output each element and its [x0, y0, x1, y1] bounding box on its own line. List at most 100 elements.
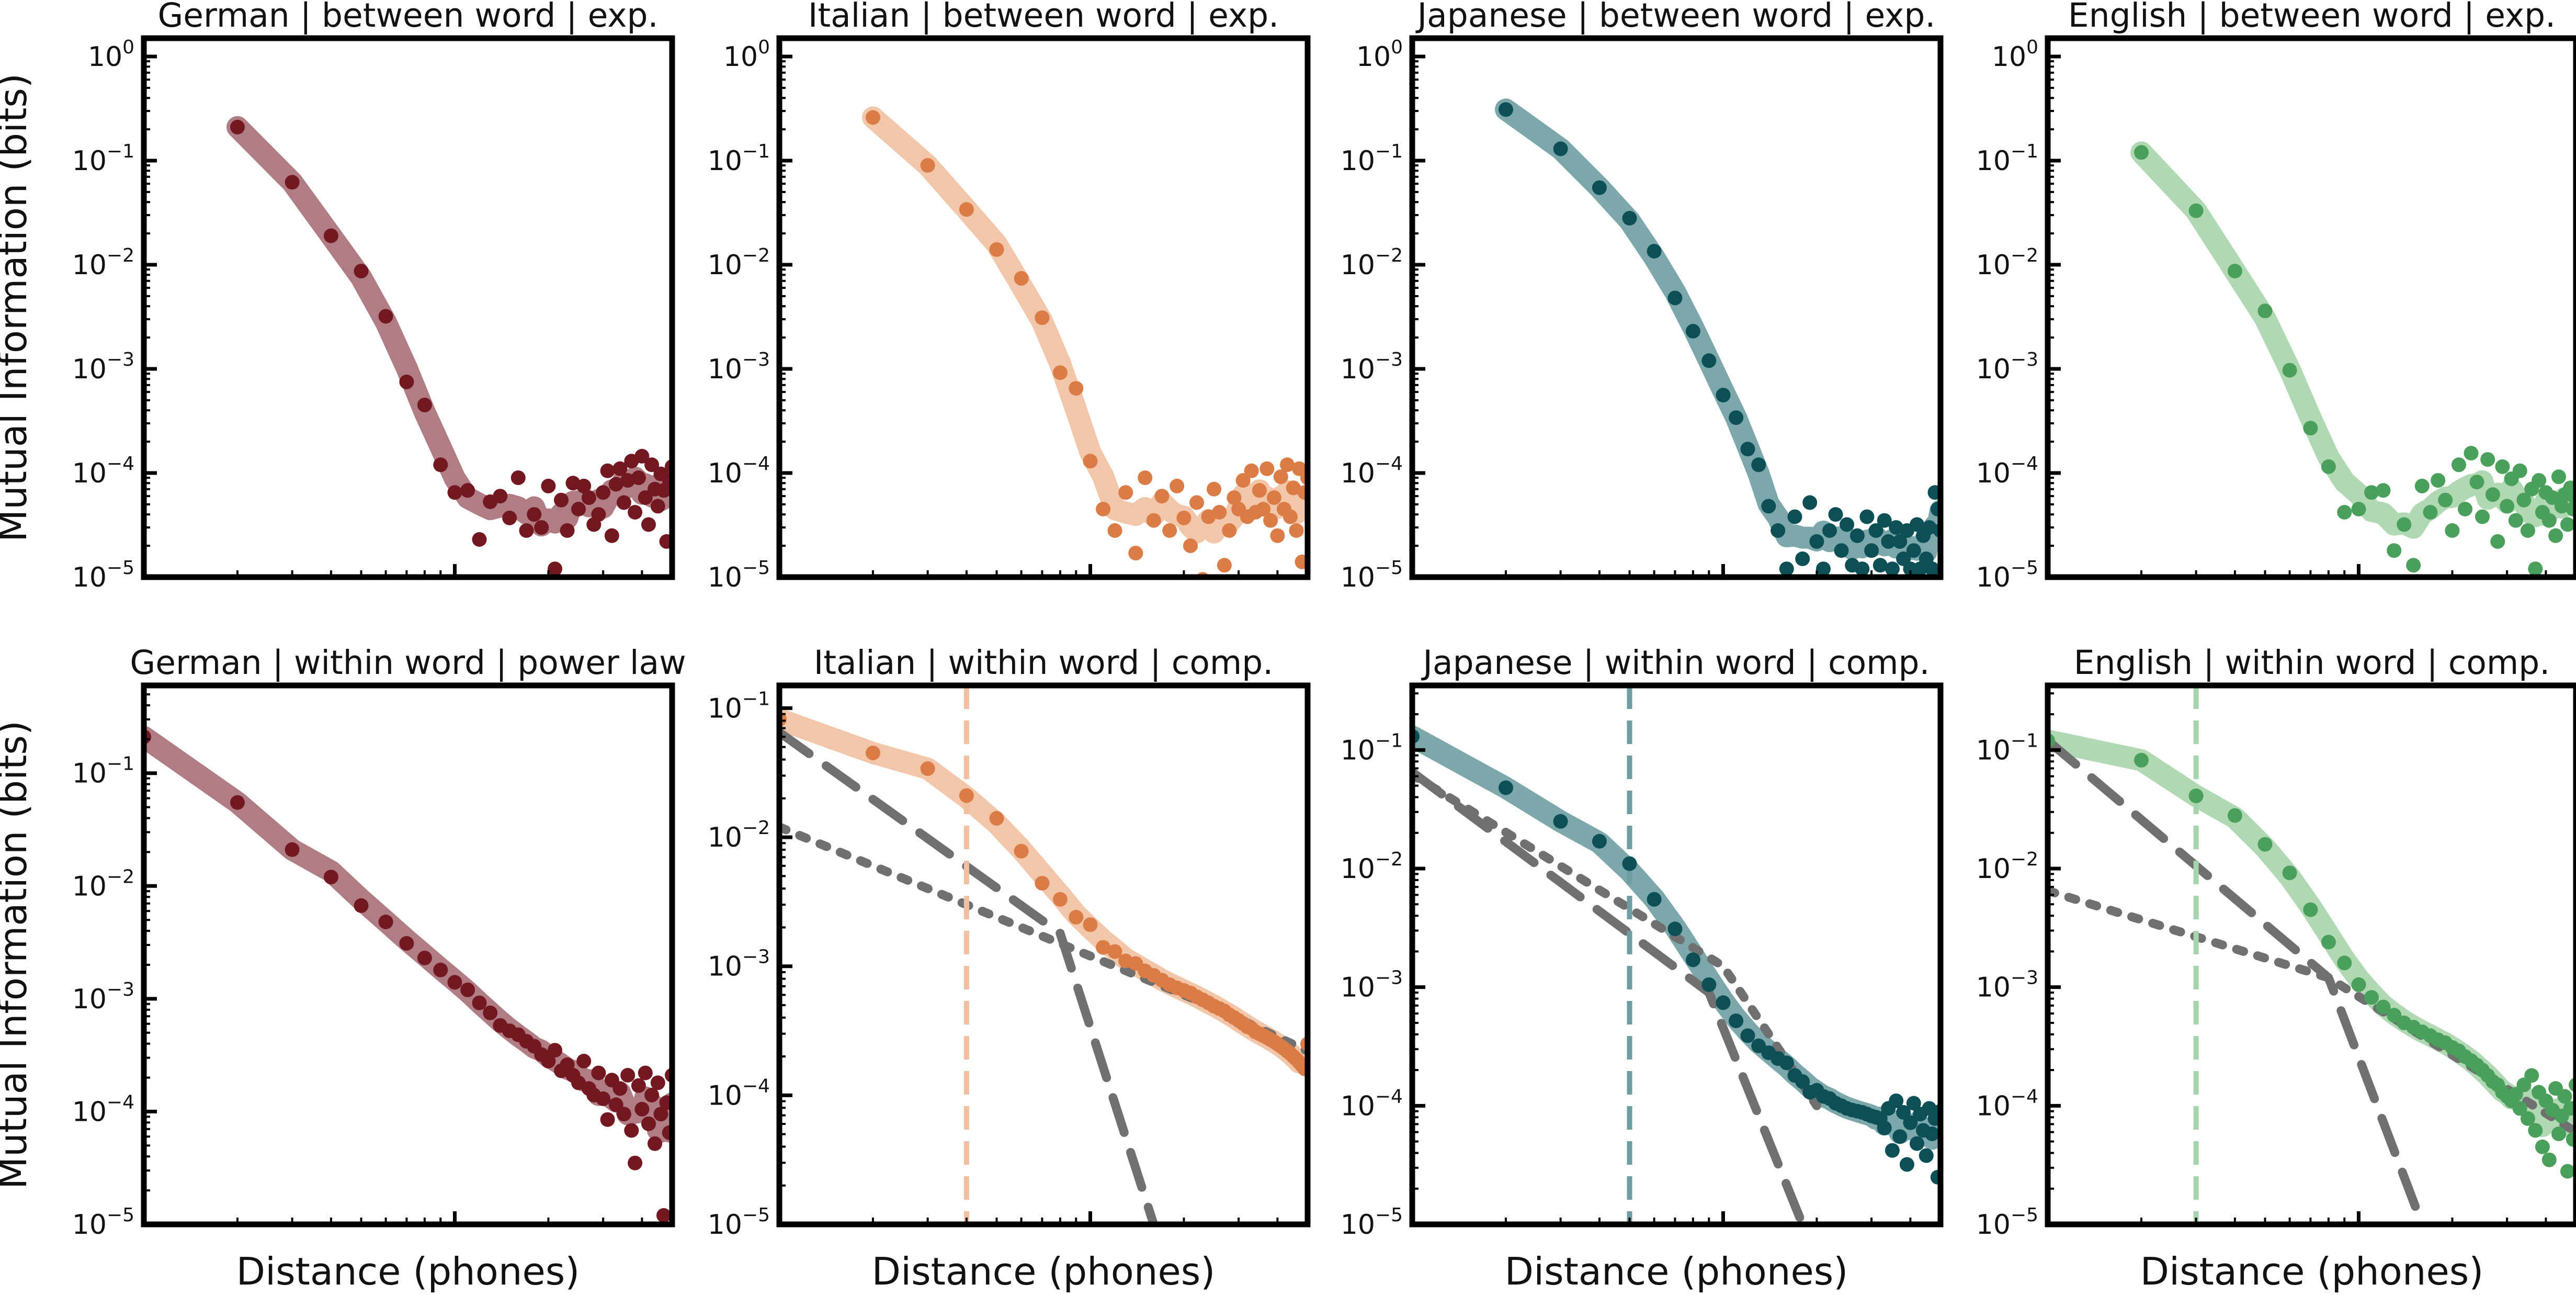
data-point [1809, 534, 1824, 549]
plot-area [144, 726, 672, 1223]
data-point [596, 485, 611, 500]
data-point [493, 489, 508, 504]
y-tick-label: 10−4 [1976, 453, 2038, 489]
data-point [2438, 492, 2453, 508]
data-point [628, 505, 643, 520]
data-point [2495, 459, 2510, 474]
y-tick-label: 10−5 [708, 1204, 770, 1241]
panel-title: German | within word | power law [130, 644, 686, 682]
panel-3: 100 10−1 10−2 10−3 10−4 10−5 Japanese | betwee… [1341, 0, 1944, 593]
panel-title: Italian | between word | exp. [808, 0, 1279, 35]
axes-frame [2045, 682, 2576, 1228]
data-point [1553, 141, 1568, 156]
data-point [1828, 507, 1843, 522]
data-point [399, 374, 414, 389]
data-point [631, 1078, 646, 1093]
data-point [576, 478, 592, 493]
data-point [534, 520, 549, 535]
y-tick-label: 100 [1992, 37, 2038, 73]
data-point [641, 517, 656, 532]
data-point [1910, 1136, 1924, 1151]
y-tick-label: 10−4 [72, 453, 134, 489]
data-point [1622, 856, 1637, 871]
y-tick-label: 100 [88, 37, 134, 73]
data-point [2257, 303, 2273, 319]
data-point [2532, 473, 2547, 488]
component-power-law [1412, 770, 1821, 1110]
y-tick-label: 10−5 [1976, 1204, 2038, 1241]
data-point [1212, 505, 1227, 520]
data-point [628, 1155, 643, 1170]
data-point [644, 1087, 660, 1102]
y-tick-label: 10−1 [1976, 141, 2038, 177]
data-point [1162, 523, 1177, 538]
data-point [1919, 1148, 1934, 1163]
data-point [2563, 1101, 2576, 1116]
data-point [560, 523, 575, 538]
data-point [2541, 1152, 2557, 1167]
y-tick-label: 10−1 [72, 753, 134, 790]
data-point [541, 1054, 556, 1068]
data-point [1885, 561, 1900, 577]
data-point [648, 1136, 662, 1151]
axes-frame [776, 35, 1311, 580]
plot-area [862, 106, 1308, 577]
y-axis-label: Mutual Information (bits) [0, 73, 35, 542]
data-point [571, 502, 586, 516]
data-point [2364, 990, 2379, 1005]
data-point [2512, 1101, 2527, 1116]
data-point [1035, 310, 1050, 325]
data-point [1083, 454, 1098, 469]
data-point [641, 1116, 656, 1131]
y-tick-label: 10−5 [708, 557, 770, 593]
data-point [631, 470, 646, 486]
data-point [548, 1043, 562, 1058]
data-point [1787, 509, 1802, 524]
panel-title: English | within word | comp. [2074, 644, 2550, 682]
data-point [2490, 534, 2505, 549]
data-point [527, 507, 542, 522]
y-tick-label: 10−3 [708, 349, 770, 385]
panel-6: 10−1 10−2 10−3 10−4 10−5 Italian | within wor… [708, 644, 1311, 1293]
data-point [1266, 490, 1281, 505]
data-point [600, 463, 615, 478]
data-point [2337, 955, 2352, 971]
data-point [1716, 388, 1731, 403]
data-point [634, 1101, 650, 1117]
panel-title: German | between word | exp. [157, 0, 658, 35]
data-point [612, 1081, 628, 1096]
y-tick-label: 10−4 [72, 1091, 134, 1128]
data-point [2500, 499, 2515, 514]
data-point [1252, 483, 1267, 498]
data-point [604, 528, 619, 543]
data-point [653, 1107, 668, 1122]
data-point [1014, 843, 1029, 859]
y-tick-label: 10−1 [1976, 730, 2038, 766]
data-point [1283, 509, 1298, 524]
data-point [2414, 478, 2430, 493]
y-tick-label: 10−2 [708, 245, 770, 281]
data-point [1925, 1127, 1939, 1141]
data-point [2485, 487, 2500, 502]
data-point [1259, 461, 1275, 476]
data-point [1685, 324, 1700, 339]
panel-4: 100 10−1 10−2 10−3 10−4 10−5 English | between… [1976, 0, 2576, 593]
data-point [2376, 999, 2391, 1015]
fit-curve [2048, 729, 2576, 1138]
data-point [510, 470, 526, 486]
data-point [2512, 463, 2527, 478]
y-tick-label: 10−2 [1341, 849, 1403, 885]
data-point [1910, 517, 1924, 532]
data-point [650, 1075, 665, 1090]
panel-title: English | between word | exp. [2068, 0, 2556, 35]
data-point [354, 898, 369, 913]
data-point [2475, 509, 2490, 524]
data-point [959, 788, 974, 803]
fit-curve [862, 106, 1308, 544]
data-point [1107, 944, 1122, 959]
y-tick-label: 10−1 [72, 141, 134, 177]
data-point [378, 309, 393, 324]
data-point [1877, 1120, 1892, 1135]
data-point [959, 202, 974, 217]
